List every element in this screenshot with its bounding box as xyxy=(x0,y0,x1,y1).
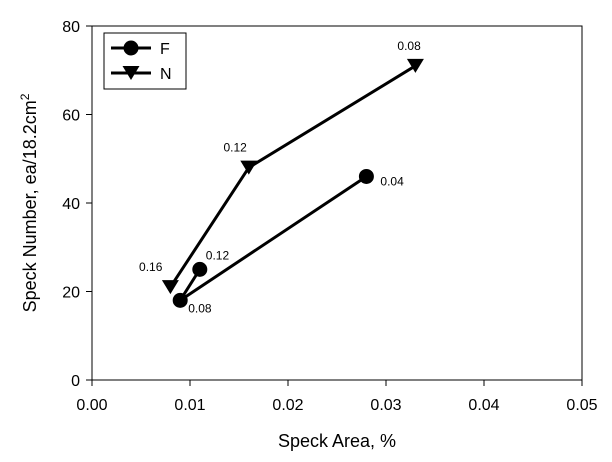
x-tick-label: 0.01 xyxy=(174,397,205,414)
y-tick-label: 60 xyxy=(62,108,80,125)
legend-box xyxy=(103,32,187,90)
y-axis-title: Speck Number, ea/18.2cm2 xyxy=(18,93,40,312)
data-point-f xyxy=(192,261,208,277)
legend-marker-n xyxy=(122,66,140,80)
axis-ticks: 0.00 0.01 0.02 0.03 0.04 0.05 0 20 40 60 80 xyxy=(62,19,597,414)
y-tick-label: 80 xyxy=(62,19,80,36)
data-labels: 0.12 0.08 0.04 0.16 0.12 0.08 xyxy=(139,39,421,316)
data-label-f: 0.12 xyxy=(206,248,230,262)
x-tick-label: 0.05 xyxy=(566,397,597,414)
y-axis-title-superscript: 2 xyxy=(18,93,32,100)
data-label-n: 0.16 xyxy=(139,260,163,274)
data-point-n xyxy=(406,58,424,73)
data-point-f xyxy=(358,168,374,184)
x-tick-label: 0.04 xyxy=(468,397,499,414)
data-label-n: 0.08 xyxy=(397,39,421,53)
y-tick-label: 0 xyxy=(71,373,80,390)
data-point-n xyxy=(240,160,258,175)
series-layer xyxy=(161,58,424,308)
x-tick-label: 0.03 xyxy=(370,397,401,414)
legend-label-n: N xyxy=(160,66,172,83)
legend-label-f: F xyxy=(160,41,170,58)
y-axis-title-text: Speck Number, ea/18.2cm xyxy=(20,100,40,312)
data-label-f: 0.04 xyxy=(380,174,404,188)
legend-marker-f xyxy=(123,40,139,56)
data-point-n xyxy=(161,280,179,295)
data-label-f: 0.08 xyxy=(188,301,212,315)
x-tick-label: 0.00 xyxy=(76,397,107,414)
series-line-f xyxy=(178,175,368,302)
legend: F N xyxy=(103,32,187,90)
data-label-n: 0.12 xyxy=(223,141,247,155)
x-axis-title: Speck Area, % xyxy=(278,431,396,451)
y-tick-label: 20 xyxy=(62,285,80,302)
y-tick-label: 40 xyxy=(62,196,80,213)
x-tick-label: 0.02 xyxy=(272,397,303,414)
data-point-f xyxy=(172,292,188,308)
